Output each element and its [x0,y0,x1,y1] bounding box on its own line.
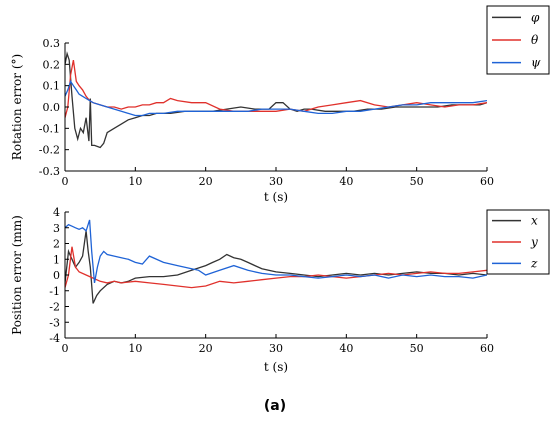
chart-panel-1: 0 10 20 30 40 50 60 0.3 0.2 0.1 0.0 -0.1 -0.2 -0.3 t (… [10,6,549,204]
y-tick-label: 2 [53,238,60,251]
series-line-2-3 [65,220,487,283]
y-tick-label: -0.1 [39,122,60,135]
y-tick-label: 0.2 [43,58,61,71]
figure-caption: (a) [0,398,550,414]
y-tick-label: 0.0 [43,101,61,114]
x-tick-label: 40 [339,342,353,355]
legend-label-2: y [530,235,538,249]
series-line-2-1 [65,231,487,304]
legend-label-1: φ [531,10,540,24]
x-tick-label: 10 [128,175,142,188]
y-tick-label: 0.1 [43,80,61,93]
y-tick-label: -3 [49,316,60,329]
series-line-1-3 [65,81,487,115]
x-tick-label: 20 [199,175,213,188]
x-axis-title: t (s) [264,190,288,204]
y-tick-label: -0.3 [39,165,60,178]
y-tick-label: -4 [49,332,60,345]
x-tick-label: 20 [199,342,213,355]
figure: 0 10 20 30 40 50 600.30.20.10.0-0.1-0.2-0.3t (… [0,0,550,400]
legend-label-3: z [530,256,538,270]
x-tick-label: 50 [410,175,424,188]
legend-label-2: θ [531,33,539,47]
legend: φθψ [487,6,549,74]
x-tick-label: 10 [128,342,142,355]
x-axis-title: t (s) [264,360,288,374]
x-tick-label: 0 [62,342,69,355]
y-tick-label: 3 [53,222,60,235]
y-tick-label: -1 [49,285,60,298]
y-tick-label: 1 [53,253,60,266]
x-tick-label: 40 [339,175,353,188]
legend-label-1: x [531,214,538,228]
y-axis-title: Position error (mm) [10,215,24,335]
x-tick-label: 60 [480,175,494,188]
y-tick-label: 0 [53,269,60,282]
y-tick-label: 4 [53,206,60,219]
legend: xyz [487,210,549,274]
legend-label-3: ψ [531,56,541,70]
series-line-1-1 [65,54,487,148]
x-tick-label: 30 [269,342,283,355]
x-tick-label: 30 [269,175,283,188]
y-tick-label: 0.3 [43,37,61,50]
x-tick-label: 60 [480,342,494,355]
series-line-2-2 [65,247,487,288]
x-tick-label: 50 [410,342,424,355]
y-tick-label: -0.2 [39,144,60,157]
x-tick-label: 0 [62,175,69,188]
y-tick-label: -2 [49,301,60,314]
y-axis-title: Rotation error (°) [10,54,24,160]
